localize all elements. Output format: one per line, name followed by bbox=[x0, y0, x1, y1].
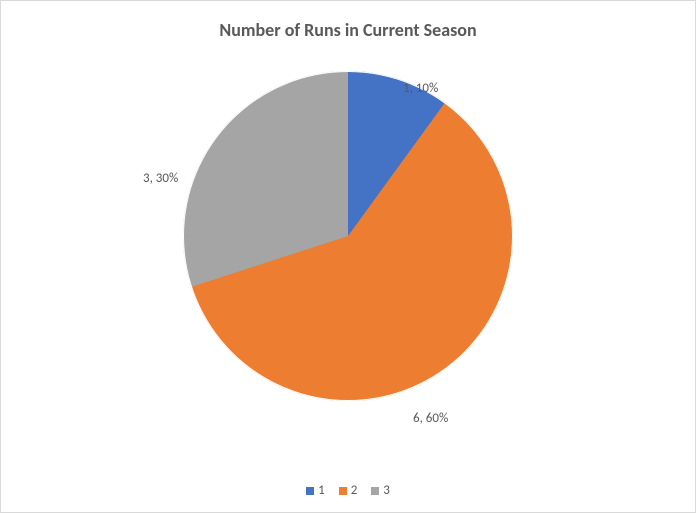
legend-label-3: 3 bbox=[383, 483, 390, 498]
legend-item-3: 3 bbox=[371, 483, 390, 498]
pie-chart: 1, 10% 6, 60% 3, 30% bbox=[183, 71, 513, 401]
legend-item-2: 2 bbox=[339, 483, 358, 498]
legend-label-2: 2 bbox=[351, 483, 358, 498]
legend-label-1: 1 bbox=[318, 483, 325, 498]
chart-title: Number of Runs in Current Season bbox=[1, 19, 695, 41]
legend-swatch-2 bbox=[339, 487, 347, 495]
slice-label-1: 1, 10% bbox=[403, 81, 438, 96]
legend: 1 2 3 bbox=[1, 483, 695, 498]
legend-swatch-3 bbox=[371, 487, 379, 495]
legend-item-1: 1 bbox=[306, 483, 325, 498]
slice-label-2: 6, 60% bbox=[413, 411, 448, 426]
slice-label-3: 3, 30% bbox=[143, 171, 178, 186]
chart-frame: Number of Runs in Current Season 1, 10% … bbox=[0, 0, 696, 513]
legend-swatch-1 bbox=[306, 487, 314, 495]
pie-container: 1, 10% 6, 60% 3, 30% bbox=[1, 71, 695, 401]
